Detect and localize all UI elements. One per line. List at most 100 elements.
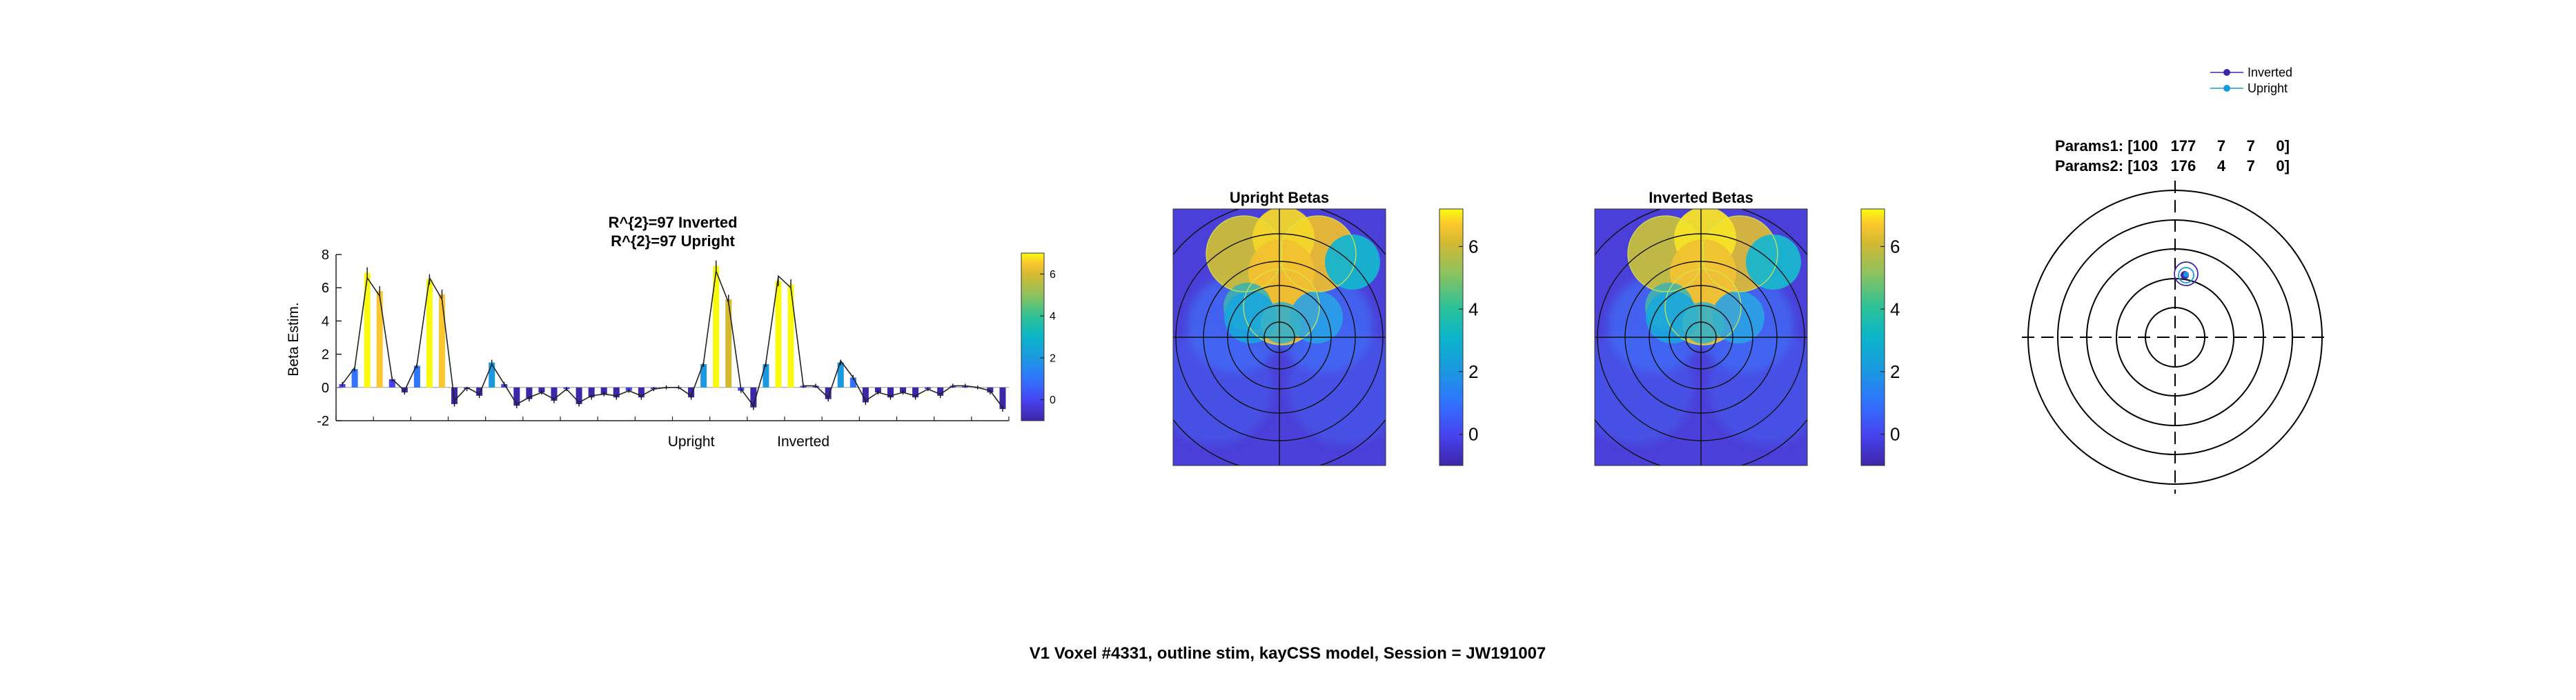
bar-colorbar: 0 2 4 6 [1021,252,1056,421]
colorbar-tick-label: 6 [1890,237,1900,257]
inverted-betas-title: Inverted Betas [1649,189,1753,206]
bar [688,387,695,398]
bar-y-axis-label: Beta Estim. [286,302,302,376]
upright-colorbar: 0 2 4 6 [1439,208,1478,466]
bar [376,291,383,388]
bar [513,387,520,406]
inverted-patch-9 [1712,291,1764,343]
bar [438,294,445,388]
prf-inverted-size-circle [2174,261,2199,286]
bar [700,364,707,388]
bar [613,387,620,398]
figure-title: V1 Voxel #4331, outline stim, kayCSS mod… [1030,644,1546,663]
colorbar-tick-label: 0 [1890,424,1900,445]
bar [413,366,420,388]
bar [887,387,894,398]
bar [538,387,545,393]
prf-parameter-plot: Inverted Upright Params1: [100 177 7 7 0… [2022,66,2328,494]
bar [476,387,483,396]
bar-y-axis: -2 0 2 4 6 8 [317,248,342,429]
bar [987,387,994,393]
inverted-patch-10 [1682,302,1724,343]
bar-y-tick-label: 8 [322,248,329,263]
bar [725,299,732,388]
bar-y-tick-label: 4 [322,314,329,329]
inverted-outline-1 [1627,215,1704,292]
upright-outline-1 [1206,215,1283,292]
upright-betas-panel: Upright Betas [1172,189,1478,466]
legend-inverted-marker [2223,69,2230,76]
upright-patch-9 [1290,291,1343,343]
bar-y-tick-label: 0 [322,381,329,396]
upright-betas-title: Upright Betas [1230,189,1329,206]
bar [426,279,433,388]
bar [451,387,458,404]
bar-x-label: Upright [668,434,715,450]
inverted-outline-3 [1664,268,1742,346]
bar [526,387,533,399]
prf-legend: Inverted Upright [2210,66,2292,95]
prf-upright-size-circle [2178,267,2194,283]
upright-patch-5 [1325,234,1380,290]
bar [837,362,844,388]
bar [775,281,782,388]
colorbar-gradient [1439,208,1464,466]
inverted-outline-2 [1701,215,1778,292]
bar-y-tick-label: 6 [322,281,329,296]
colorbar-tick-label: 6 [1050,269,1056,281]
bar-x-label: Inverted [777,434,829,450]
beta-bar-chart: R^{2}=97 Inverted R^{2}=97 Upright -2 0 2 4… [286,214,1056,450]
inverted-colorbar: 0 2 4 6 [1860,208,1900,466]
bar [713,266,720,388]
legend-upright-marker [2223,85,2230,92]
model-fit-line [342,268,1003,408]
upright-patch-10 [1261,302,1302,343]
colorbar-gradient [1021,252,1045,421]
colorbar-tick-label: 2 [1890,361,1900,382]
bar [351,369,358,388]
bar [825,387,832,399]
bar [999,387,1006,410]
bar [787,284,794,388]
bar [750,387,757,408]
upright-outline-3 [1243,268,1320,346]
inverted-patch-5 [1746,234,1801,290]
inverted-betas-frame [1594,208,1808,466]
bar-y-tick-label: -2 [317,414,329,429]
bar-chart-title-line2: R^{2}=97 Upright [611,232,735,250]
bar [588,387,595,398]
bar [874,387,881,393]
bar [489,362,495,388]
bar [576,387,582,404]
bar-x-axis: Upright Inverted [335,417,1010,450]
inverted-betas-panel: Inverted Betas [1594,189,1900,466]
bar-y-tick-label: 2 [322,348,329,363]
colorbar-tick-label: 2 [1468,361,1478,382]
bar [600,387,607,394]
bar [763,364,769,388]
colorbar-tick-label: 0 [1050,394,1056,406]
legend-inverted-label: Inverted [2248,66,2292,79]
colorbar-tick-label: 4 [1890,299,1900,319]
bar [551,387,558,401]
prf-upright-center [2183,272,2189,277]
bar [937,387,944,396]
bar [912,387,919,398]
colorbar-gradient [1860,208,1885,466]
colorbar-tick-label: 4 [1050,311,1056,323]
bar [389,379,395,388]
colorbar-tick-label: 6 [1468,237,1478,257]
upright-betas-heatmap [1173,209,1386,466]
bar [862,387,869,403]
params1-line: Params1: [100 177 7 7 0] [2055,137,2290,154]
legend-upright-label: Upright [2248,81,2288,95]
bar [849,377,856,388]
bar [364,272,371,388]
upright-outline-2 [1279,215,1357,292]
params2-line: Params2: [103 176 4 7 0] [2055,157,2290,174]
colorbar-tick-label: 2 [1050,352,1056,364]
upright-betas-frame [1172,208,1386,466]
colorbar-tick-label: 4 [1468,299,1478,319]
bar-chart-title-line1: R^{2}=97 Inverted [608,214,737,231]
